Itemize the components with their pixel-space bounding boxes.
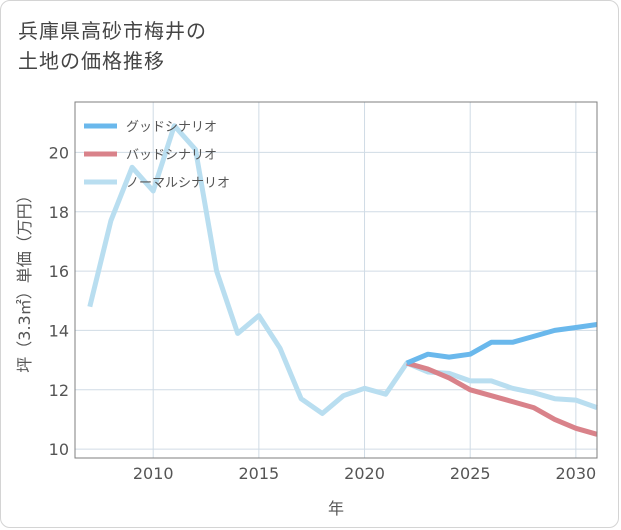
series-line-1 — [406, 360, 598, 437]
legend-label: バッドシナリオ — [126, 148, 217, 163]
title-line-2: 土地の価格推移 — [18, 49, 165, 73]
x-tick-label: 2010 — [133, 464, 174, 483]
y-tick-label: 20 — [49, 143, 69, 162]
y-tick-label: 10 — [49, 440, 69, 459]
y-tick-labels: 10 12 14 16 18 20 — [49, 143, 69, 459]
y-axis-title: 坪（3.3㎡）単価（万円） — [15, 187, 34, 372]
series-lines — [87, 123, 598, 437]
x-axis-title: 年 — [328, 499, 344, 518]
x-tick-labels: 2010 2015 2020 2025 2030 — [133, 464, 596, 483]
legend-label: グッドシナリオ — [126, 120, 217, 135]
x-tick-label: 2020 — [344, 464, 385, 483]
x-tick-label: 2015 — [239, 464, 280, 483]
x-tick-label: 2030 — [556, 464, 597, 483]
legend-label: ノーマルシナリオ — [126, 176, 230, 191]
y-tick-label: 16 — [49, 262, 69, 281]
x-tick-label: 2025 — [450, 464, 491, 483]
y-tick-label: 12 — [49, 381, 69, 400]
grid-lines — [75, 102, 597, 458]
y-tick-label: 18 — [49, 203, 69, 222]
chart-title: 兵庫県高砂市梅井の 土地の価格推移 — [18, 16, 207, 76]
y-tick-label: 14 — [49, 321, 69, 340]
series-line-2 — [87, 123, 598, 416]
plot-area-border — [74, 101, 598, 459]
title-line-1: 兵庫県高砂市梅井の — [18, 19, 207, 43]
series-line-0 — [405, 322, 598, 366]
